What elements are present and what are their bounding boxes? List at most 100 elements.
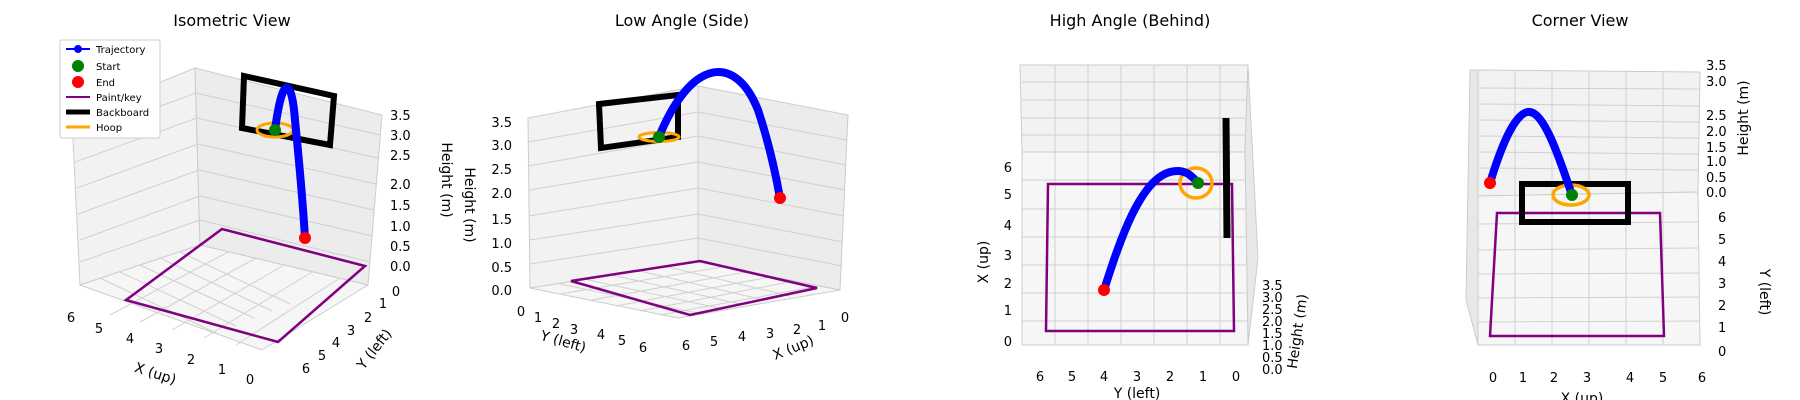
y-axis-label: Y (left) — [1756, 268, 1772, 316]
x-tick: 1 — [818, 319, 826, 334]
z-tick: 2.5 — [390, 149, 411, 164]
y-tick: 1 — [379, 297, 387, 312]
x-tick: 5 — [95, 322, 103, 337]
paint-key — [1044, 182, 1236, 333]
z-axis-label: Height (m) — [438, 142, 454, 217]
y-tick: 0 — [1232, 370, 1240, 385]
trajectory-line — [1100, 167, 1202, 294]
legend-label: Start — [96, 62, 121, 73]
start-point — [1192, 177, 1204, 189]
y-tick: 6 — [639, 341, 647, 356]
y-tick: 1 — [534, 311, 542, 326]
panel-isometric: Isometric View 0 1 2 3 4 5 6 — [59, 11, 454, 388]
pane-floor — [1021, 151, 1249, 346]
x-tick: 6 — [1698, 371, 1706, 386]
legend-label: Hoop — [96, 123, 122, 134]
grid — [73, 92, 381, 346]
legend-start-marker — [72, 60, 84, 72]
z-tick: 0.5 — [390, 240, 411, 255]
y-tick: 2 — [1718, 299, 1726, 314]
z-tick: 2.0 — [491, 187, 512, 202]
z-tick: 3.0 — [1262, 291, 1283, 306]
x-tick: 1 — [218, 363, 226, 378]
y-tick: 5 — [618, 334, 626, 349]
z-ticks: 0.0 0.5 1.0 1.5 2.0 2.5 3.0 3.5 — [390, 109, 411, 275]
z-tick: 0.0 — [491, 284, 512, 299]
paint-key — [570, 259, 818, 317]
x-tick: 4 — [1004, 219, 1012, 234]
panel-high-angle: High Angle (Behind) 0 1 2 3 4 5 6 X (up) — [976, 11, 1311, 400]
y-axis-label: Y (left) — [538, 328, 588, 357]
legend-end-marker — [72, 76, 84, 88]
x-tick: 1 — [1004, 304, 1012, 319]
z-ticks: 0.0 0.5 1.0 1.5 2.0 2.5 3.0 3.5 — [1706, 59, 1727, 201]
y-tick: 5 — [1068, 370, 1076, 385]
z-tick: 1.0 — [491, 237, 512, 252]
z-tick: 3.5 — [491, 116, 512, 131]
z-tick: 1.5 — [1706, 141, 1727, 156]
paint-key — [1488, 211, 1666, 338]
z-axis-label: Height (m) — [1285, 293, 1311, 370]
start-point — [653, 131, 665, 143]
z-tick: 0.0 — [1262, 363, 1283, 378]
x-tick: 3 — [1004, 249, 1012, 264]
trajectory-line — [1486, 108, 1576, 199]
y-ticks: 0 1 2 3 4 5 6 — [1718, 211, 1726, 360]
y-tick: 0 — [1718, 345, 1726, 360]
z-tick: 3.0 — [390, 129, 411, 144]
legend: Trajectory Start End Paint/key Backboard… — [59, 39, 161, 139]
x-tick: 2 — [187, 353, 195, 368]
y-tick: 4 — [597, 328, 605, 343]
legend-label: Paint/key — [96, 93, 142, 104]
y-tick: 6 — [302, 362, 310, 377]
z-ticks: 0.0 0.5 1.0 1.5 2.0 2.5 3.0 3.5 — [1262, 279, 1283, 378]
panel-low-angle: Low Angle (Side) 0.0 0.5 1.0 1.5 2.0 2.5… — [461, 11, 849, 364]
x-ticks: 0 1 2 3 4 5 6 — [67, 311, 254, 388]
x-tick: 2 — [793, 323, 801, 338]
legend-label: End — [96, 78, 115, 89]
y-ticks: 6 5 4 3 2 1 0 — [1036, 370, 1240, 385]
trajectory-line — [655, 68, 784, 202]
x-tick: 2 — [1550, 371, 1558, 386]
y-tick: 3 — [1133, 370, 1141, 385]
x-tick: 5 — [1004, 188, 1012, 203]
end-point — [1098, 284, 1110, 296]
chart-title: Corner View — [1532, 11, 1629, 30]
y-tick: 1 — [1199, 370, 1207, 385]
backboard — [1222, 117, 1231, 239]
x-tick: 5 — [1659, 371, 1667, 386]
x-tick: 0 — [246, 373, 254, 388]
z-tick: 3.5 — [390, 109, 411, 124]
x-ticks: 0 1 2 3 4 5 6 — [1004, 161, 1012, 350]
chart-title: High Angle (Behind) — [1050, 11, 1211, 30]
z-tick: 2.5 — [491, 163, 512, 178]
x-tick: 0 — [1004, 335, 1012, 350]
y-tick: 2 — [552, 317, 560, 332]
y-ticks: 0 1 2 3 4 5 6 — [302, 285, 400, 377]
y-tick: 0 — [517, 305, 525, 320]
y-axis-label: Y (left) — [1113, 386, 1161, 400]
z-tick: 2.5 — [1706, 109, 1727, 124]
z-axis-label: Height (m) — [461, 167, 477, 242]
x-tick: 0 — [1489, 371, 1497, 386]
y-tick: 0 — [392, 285, 400, 300]
x-tick: 3 — [766, 327, 774, 342]
z-tick: 3.0 — [1706, 75, 1727, 90]
x-ticks: 0 1 2 3 4 5 6 — [682, 311, 849, 354]
z-tick: 1.5 — [1262, 327, 1283, 342]
x-tick: 3 — [1583, 371, 1591, 386]
backboard — [238, 72, 338, 149]
x-axis-label: X (up) — [976, 241, 992, 284]
x-tick: 0 — [841, 311, 849, 326]
x-tick: 4 — [1626, 371, 1634, 386]
y-tick: 3 — [347, 324, 355, 339]
end-point — [299, 232, 311, 244]
z-tick: 2.0 — [1706, 125, 1727, 140]
z-tick: 0.5 — [491, 261, 512, 276]
y-tick: 1 — [1718, 321, 1726, 336]
z-tick: 0.5 — [1706, 171, 1727, 186]
hoop — [1178, 166, 1214, 200]
x-tick: 2 — [1004, 277, 1012, 292]
z-tick: 1.0 — [1706, 155, 1727, 170]
start-point — [1566, 189, 1578, 201]
